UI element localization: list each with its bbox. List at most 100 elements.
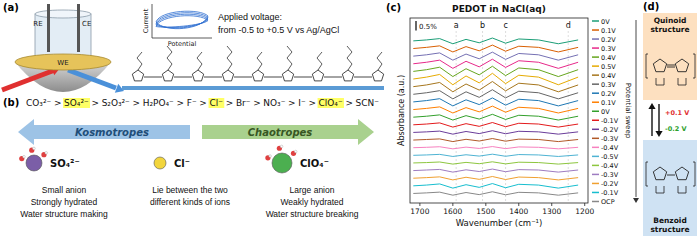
legend-swatch [592, 92, 599, 94]
ion: I⁻ [298, 98, 306, 108]
legend-swatch [592, 29, 599, 31]
x-tick [419, 203, 420, 206]
legend-label: 0V [601, 18, 610, 26]
inset-label: Current [142, 8, 150, 33]
sweep-label: Potential sweep [624, 83, 632, 139]
dioxane [656, 78, 664, 85]
legend-label: -0.3V [601, 135, 619, 143]
legend-swatch [592, 165, 599, 167]
legend-label: 0.2V [601, 36, 616, 44]
ring [675, 167, 688, 180]
ion-description: Lie between the two [152, 185, 228, 195]
inset-label: Potential [168, 40, 197, 48]
legend-swatch [592, 201, 599, 203]
side-chain [287, 46, 292, 70]
side-chain [167, 46, 172, 70]
cell [35, 14, 91, 60]
ion-description: Weakly hydrated [280, 197, 343, 207]
legend-swatch [592, 120, 599, 122]
bond [234, 77, 252, 78]
water-icon [280, 145, 283, 148]
separator: > [54, 98, 62, 108]
plot-frame [410, 18, 588, 203]
legend-swatch [592, 20, 599, 22]
separator: > [288, 98, 296, 108]
ion-icon [154, 157, 166, 169]
spectrum [413, 52, 578, 60]
legend-swatch [592, 56, 599, 58]
legend-label: 0.3V [601, 81, 616, 89]
spectrum [413, 114, 578, 120]
state-label: Benzoidstructure [650, 216, 689, 234]
water-icon [45, 152, 48, 155]
panel-a: (a)RECEWECurrentPotentialApplied voltage… [2, 2, 384, 93]
legend-swatch [592, 192, 599, 194]
legend-label: 0.2V [601, 90, 616, 98]
peak-line [568, 31, 569, 203]
spectrum [413, 98, 578, 106]
bond [204, 77, 222, 78]
legend-label: -0.2V [601, 126, 619, 134]
legend-swatch [592, 101, 599, 103]
ion-description: different kinds of ions [150, 197, 230, 207]
legend-swatch [592, 38, 599, 40]
scale-bar-label: 0.5% [419, 23, 437, 31]
ir-beam-out [68, 70, 116, 88]
ring [653, 167, 666, 180]
highlight [318, 98, 344, 108]
voltage-text: Applied voltage: [218, 12, 282, 22]
separator: > [345, 98, 353, 108]
bond [667, 175, 675, 176]
y-axis-title: Absorbance (a.u.) [397, 75, 406, 146]
legend-label: -0.5V [601, 153, 619, 161]
legend-swatch [592, 83, 599, 85]
peak-label: a [454, 21, 459, 30]
cv-loop [156, 16, 208, 27]
x-tick [518, 203, 519, 206]
ion-name: ClO₄⁻ [300, 158, 329, 169]
arrow-label: Chaotropes [248, 127, 313, 138]
electrode [77, 4, 80, 52]
electrode-label: RE [33, 20, 42, 28]
state-label-line: structure [650, 225, 689, 234]
peak-label: c [503, 21, 507, 30]
legend-label: 0.4V [601, 72, 616, 80]
panel-letter: (d) [643, 1, 659, 12]
spectrum [413, 38, 578, 44]
x-tick-label: 1500 [476, 207, 495, 216]
ring [132, 70, 143, 81]
ring [192, 70, 203, 81]
highlights [63, 98, 344, 108]
ion-description: Small anion [42, 185, 87, 195]
separator: > [199, 98, 207, 108]
spectrum [413, 106, 578, 113]
bracket [646, 162, 695, 186]
separator: > [177, 98, 185, 108]
state-box [643, 13, 697, 100]
electrode-label: WE [57, 59, 68, 67]
legend-label: -0.1V [601, 189, 619, 197]
ion: CO₃²⁻ [26, 98, 51, 108]
transition-label: +0.1 V [665, 109, 689, 117]
ion: S₂O₃²⁻ [102, 98, 130, 108]
electrode-label: CE [82, 20, 91, 28]
ion-description: Large anion [290, 185, 335, 195]
side-chain [347, 46, 352, 70]
bond [354, 77, 372, 78]
ion-series: CO₃²⁻>SO₄²⁻>S₂O₃²⁻>H₂PO₄⁻>F⁻>Cl⁻>Br⁻>NO₃… [26, 98, 379, 108]
peak-label: d [566, 21, 571, 30]
legend-label: OCP [601, 198, 615, 206]
legend-swatch [592, 74, 599, 76]
cv-loop [156, 11, 208, 28]
legend-label: 0V [601, 108, 610, 116]
transition-arrow-head [648, 103, 655, 109]
spectrum [413, 59, 578, 68]
figure: (a)RECEWECurrentPotentialApplied voltage… [0, 0, 700, 242]
x-axis-title: Wavenumber (cm⁻¹) [456, 218, 543, 228]
separator: > [133, 98, 141, 108]
bond [324, 77, 342, 78]
ring [342, 70, 353, 81]
panel-b: (b)CO₃²⁻>SO₄²⁻>S₂O₃²⁻>H₂PO₄⁻>F⁻>Cl⁻>Br⁻>… [3, 97, 379, 219]
voltage-text: from -0.5 to +0.5 V vs Ag/AgCl [218, 25, 339, 35]
ring [372, 70, 383, 81]
